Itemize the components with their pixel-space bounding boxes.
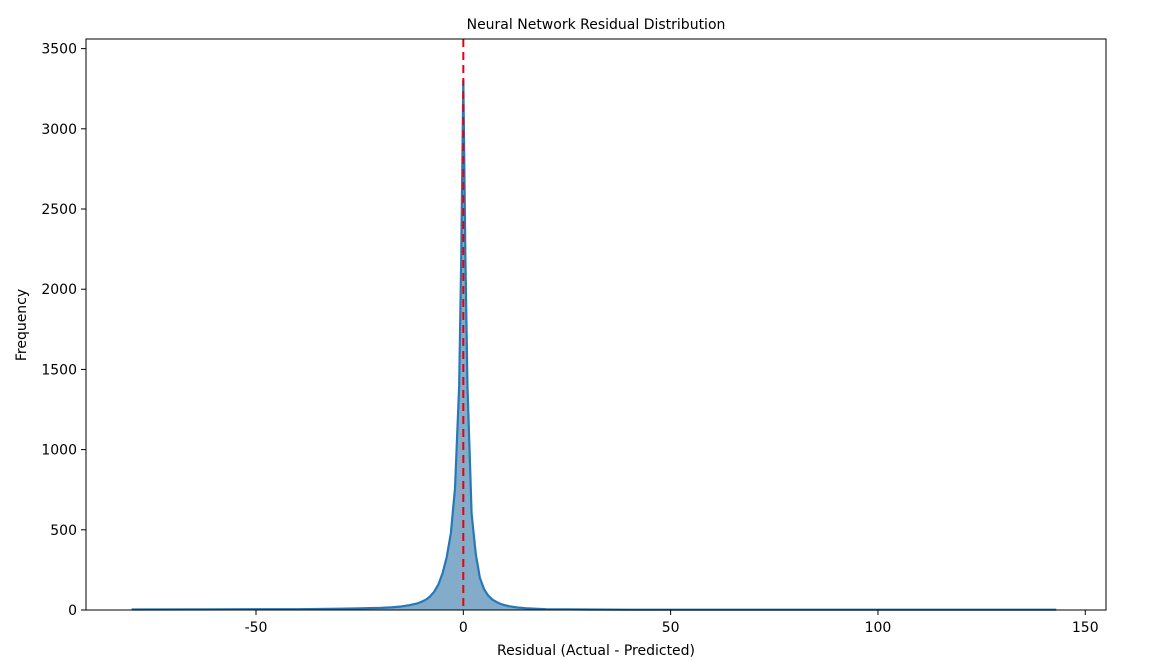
plot-area xyxy=(85,38,1107,611)
y-axis: 0 500 1000 1500 2000 2500 3000 3500 xyxy=(41,42,86,619)
chart-title: Neural Network Residual Distribution xyxy=(467,17,726,33)
y-tick-label: 0 xyxy=(68,603,77,619)
y-tick-label: 500 xyxy=(50,523,77,539)
x-tick-label: 100 xyxy=(865,620,892,636)
y-tick-label: 3500 xyxy=(41,42,77,58)
x-tick-label: -50 xyxy=(245,620,268,636)
y-tick-label: 1500 xyxy=(41,362,77,378)
residual-area-fill xyxy=(131,80,1057,610)
residual-density-line xyxy=(131,79,1057,611)
y-tick-label: 2000 xyxy=(41,282,77,298)
y-tick-label: 3000 xyxy=(41,122,77,138)
x-axis: -50 0 50 100 150 xyxy=(245,610,1099,636)
x-tick-label: 0 xyxy=(459,620,468,636)
y-tick-label: 2500 xyxy=(41,202,77,218)
y-axis-label: Frequency xyxy=(14,289,30,361)
x-tick-label: 150 xyxy=(1072,620,1099,636)
x-tick-label: 50 xyxy=(662,620,680,636)
x-axis-label: Residual (Actual - Predicted) xyxy=(497,643,695,659)
y-tick-label: 1000 xyxy=(41,443,77,459)
